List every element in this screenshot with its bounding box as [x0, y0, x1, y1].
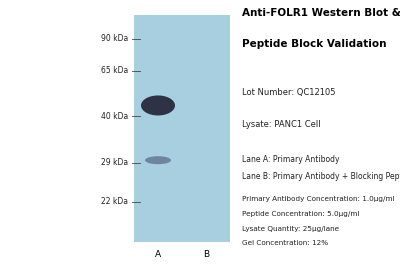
Text: Gel Concentration: 12%: Gel Concentration: 12% — [242, 240, 328, 246]
Text: Lot Number: QC12105: Lot Number: QC12105 — [242, 88, 336, 97]
Text: Primary Antibody Concentration: 1.0µg/ml: Primary Antibody Concentration: 1.0µg/ml — [242, 196, 394, 202]
Text: 40 kDa: 40 kDa — [101, 112, 128, 121]
Text: 22 kDa: 22 kDa — [101, 197, 128, 206]
Text: A: A — [155, 250, 161, 260]
Text: Peptide Concentration: 5.0µg/ml: Peptide Concentration: 5.0µg/ml — [242, 211, 359, 217]
Text: Lane A: Primary Antibody: Lane A: Primary Antibody — [242, 155, 340, 164]
Ellipse shape — [145, 156, 171, 164]
Ellipse shape — [141, 95, 175, 115]
Text: Lysate: PANC1 Cell: Lysate: PANC1 Cell — [242, 120, 321, 129]
Text: Lysate Quantity: 25µg/lane: Lysate Quantity: 25µg/lane — [242, 226, 339, 231]
FancyBboxPatch shape — [134, 15, 230, 242]
Text: 29 kDa: 29 kDa — [101, 158, 128, 167]
Text: Lane B: Primary Antibody + Blocking Peptide: Lane B: Primary Antibody + Blocking Pept… — [242, 172, 400, 181]
Text: 65 kDa: 65 kDa — [101, 66, 128, 75]
Text: Peptide Block Validation: Peptide Block Validation — [242, 39, 386, 49]
Text: 90 kDa: 90 kDa — [101, 34, 128, 43]
Text: B: B — [203, 250, 209, 260]
Text: Anti-FOLR1 Western Blot &: Anti-FOLR1 Western Blot & — [242, 8, 400, 18]
